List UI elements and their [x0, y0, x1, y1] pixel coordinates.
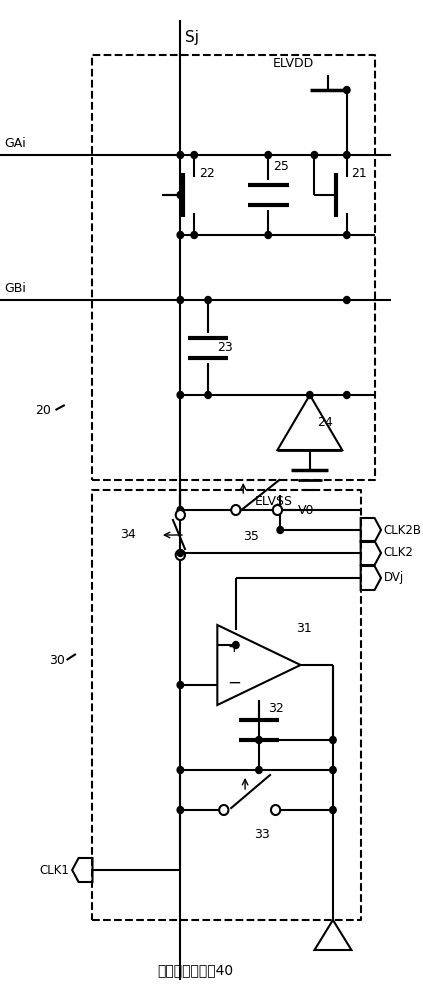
Circle shape: [177, 766, 184, 774]
Text: ELVDD: ELVDD: [273, 57, 314, 70]
Text: ELVSS: ELVSS: [254, 495, 292, 508]
Text: 23: 23: [217, 341, 233, 354]
Circle shape: [177, 296, 184, 304]
Text: V0: V0: [298, 504, 314, 516]
Text: 35: 35: [243, 530, 259, 543]
Circle shape: [177, 391, 184, 398]
Text: 21: 21: [352, 167, 367, 180]
Text: 32: 32: [268, 702, 284, 715]
Circle shape: [256, 736, 262, 744]
Text: 20: 20: [35, 403, 51, 416]
Circle shape: [330, 736, 336, 744]
Circle shape: [219, 805, 228, 815]
Text: 24: 24: [317, 416, 333, 429]
Text: CLK1: CLK1: [39, 863, 69, 876]
Text: GAi: GAi: [5, 137, 26, 150]
Text: 31: 31: [296, 622, 312, 635]
Circle shape: [177, 192, 184, 198]
Circle shape: [177, 151, 184, 158]
Text: 34: 34: [120, 528, 136, 542]
Text: 22: 22: [199, 167, 214, 180]
Circle shape: [205, 296, 212, 304]
Text: 25: 25: [273, 160, 289, 173]
Circle shape: [330, 806, 336, 814]
Circle shape: [265, 232, 272, 238]
Circle shape: [191, 151, 198, 158]
Text: +: +: [228, 640, 240, 654]
Circle shape: [343, 87, 350, 94]
Circle shape: [330, 766, 336, 774]
Circle shape: [271, 805, 280, 815]
Text: CLK2: CLK2: [384, 546, 414, 560]
Circle shape: [233, 642, 239, 648]
Text: GBi: GBi: [5, 282, 27, 295]
Circle shape: [343, 296, 350, 304]
Circle shape: [277, 526, 283, 534]
Circle shape: [273, 505, 282, 515]
Circle shape: [265, 151, 272, 158]
Circle shape: [177, 550, 184, 556]
Circle shape: [176, 510, 185, 520]
Circle shape: [343, 151, 350, 158]
Circle shape: [343, 391, 350, 398]
Circle shape: [311, 151, 318, 158]
Circle shape: [191, 232, 198, 238]
Text: 30: 30: [49, 654, 65, 666]
Text: 向信号转换电路40: 向信号转换电路40: [157, 963, 233, 977]
Circle shape: [176, 550, 185, 560]
Circle shape: [205, 391, 212, 398]
Circle shape: [177, 506, 184, 514]
Text: Sj: Sj: [185, 30, 199, 45]
Text: CLK2B: CLK2B: [384, 524, 422, 536]
Circle shape: [256, 766, 262, 774]
Circle shape: [307, 391, 313, 398]
Text: DVj: DVj: [384, 572, 404, 584]
Circle shape: [177, 806, 184, 814]
Circle shape: [177, 682, 184, 688]
Circle shape: [231, 505, 240, 515]
Text: −: −: [227, 674, 241, 692]
Circle shape: [343, 232, 350, 238]
Text: 33: 33: [254, 828, 270, 841]
Circle shape: [177, 232, 184, 238]
